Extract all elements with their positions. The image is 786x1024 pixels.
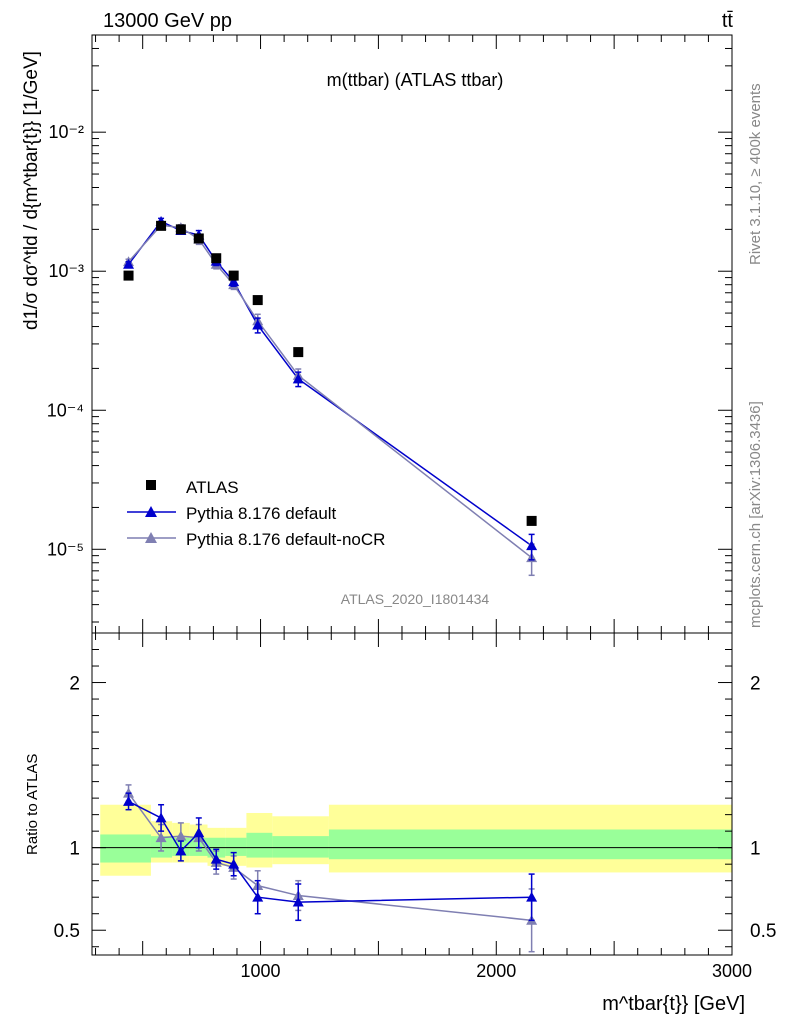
- default-series-line: [127, 220, 533, 547]
- default-point: [526, 540, 538, 551]
- main-marks: [123, 215, 538, 577]
- mcplots-label: mcplots.cern.ch [arXiv:1306.3436]: [747, 401, 764, 628]
- legend-default-marker: [145, 506, 157, 517]
- ratio-frame: [91, 632, 733, 956]
- atlas-point: [526, 515, 537, 526]
- ratio-y-tick-label: 2: [69, 674, 80, 695]
- ratio-default-point: [193, 827, 205, 838]
- ratio-default-point: [252, 891, 264, 902]
- ratio-y-tick-label: 0.5: [54, 921, 80, 942]
- ratio-y-tick-label-right: 1: [750, 839, 761, 860]
- ratio-default-point: [210, 853, 222, 864]
- ratio-x-ticks: 1000 2000 3000: [95, 633, 752, 981]
- ratio-default-point: [123, 795, 135, 806]
- ratio-bands: [92, 804, 732, 876]
- main-y-ticks: 10⁻⁵ 10⁻⁴ 10⁻³ 10⁻²: [47, 34, 732, 623]
- inner-uncertainty-band: [272, 836, 329, 858]
- ratio-default-point: [526, 891, 538, 902]
- main-y-tick-label: 10⁻⁴: [47, 400, 84, 420]
- ratio-default-point: [175, 845, 187, 856]
- atlas-point: [211, 253, 222, 264]
- ratio-nocr-point: [155, 832, 167, 843]
- inner-uncertainty-band: [246, 832, 273, 858]
- main-panel: 10⁻⁵10⁻⁴10⁻³10⁻² m(ttbar) (ATLAS ttbar) …: [21, 34, 733, 634]
- ratio-y-axis-label: Ratio to ATLAS: [24, 754, 41, 855]
- legend-default-label: Pythia 8.176 default: [186, 504, 337, 523]
- legend-atlas-marker: [146, 480, 156, 490]
- atlas-point: [293, 347, 304, 358]
- ratio-y-ticks: 0.5 0.5 1 1 2 2: [54, 632, 776, 948]
- inner-uncertainty-band: [328, 829, 732, 860]
- ratio-panel: 0.5 0.5 1 1 2 2 1000 2000 3000 Ratio to ATLAS m…: [24, 632, 776, 1015]
- inner-uncertainty-band: [225, 837, 247, 856]
- ratio-default-point: [155, 812, 167, 823]
- main-y-tick-label: 10⁻⁵: [47, 539, 84, 559]
- ratio-nocr-point: [175, 830, 187, 841]
- legend: ATLAS Pythia 8.176 default Pythia 8.176 …: [127, 478, 385, 549]
- main-y-axis-label: d1/σ dσ^tld / d{m^tbar{t}} [1/GeV]: [21, 51, 42, 330]
- ratio-y-tick-label: 1: [69, 839, 80, 860]
- main-x-ticks: [95, 35, 733, 633]
- atlas-point: [156, 220, 167, 231]
- inner-uncertainty-band: [100, 834, 151, 863]
- plot-title: m(ttbar) (ATLAS ttbar): [327, 70, 504, 90]
- ratio-y-tick-label-right: 0.5: [750, 921, 776, 942]
- legend-atlas-label: ATLAS: [186, 478, 239, 497]
- rivet-version-label: Rivet 3.1.10, ≥ 400k events: [747, 83, 764, 265]
- ratio-default-point: [228, 858, 240, 869]
- default-point: [252, 319, 264, 330]
- ratio-y-tick-label-right: 2: [750, 674, 761, 695]
- ratio-default-point: [292, 896, 304, 907]
- legend-nocr-marker: [145, 532, 157, 543]
- x-tick-label: 1000: [241, 961, 281, 981]
- header-right: tt̄: [722, 10, 734, 32]
- header-left: 13000 GeV pp: [103, 10, 232, 32]
- x-tick-label: 3000: [712, 961, 752, 981]
- default-point: [123, 258, 135, 269]
- atlas-point: [123, 270, 134, 281]
- x-axis-label: m^tbar{t}} [GeV]: [602, 993, 745, 1015]
- ratio-marks: [123, 784, 538, 953]
- main-y-tick-label: 10⁻²: [48, 122, 84, 142]
- atlas-point: [228, 270, 239, 281]
- atlas-point: [175, 224, 186, 235]
- legend-nocr-label: Pythia 8.176 default-noCR: [186, 530, 385, 549]
- default-point: [228, 276, 240, 287]
- x-tick-label: 2000: [476, 961, 516, 981]
- analysis-watermark: ATLAS_2020_I1801434: [341, 591, 490, 607]
- default-point: [292, 373, 304, 384]
- main-y-tick-label: 10⁻³: [48, 261, 84, 281]
- atlas-point: [193, 233, 204, 244]
- atlas-point: [252, 295, 263, 306]
